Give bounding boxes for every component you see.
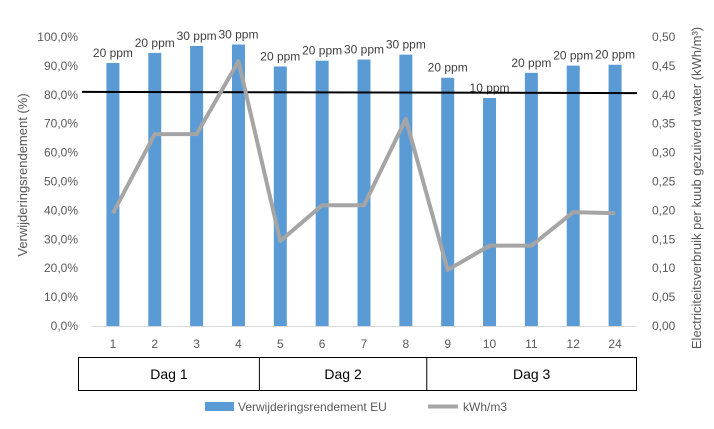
left-axis-ticks: 0,0% 10,0% 20,0% 30,0% 40,0% 50,0% 60,0% 70,0% 8… bbox=[37, 30, 78, 333]
bar-data-label: 30 ppm bbox=[344, 43, 384, 57]
left-axis-title: Verwijderingsrendement (%) bbox=[15, 93, 30, 256]
right-tick-label: 0,05 bbox=[652, 290, 676, 304]
left-tick-label: 70,0% bbox=[44, 117, 78, 131]
left-tick-label: 60,0% bbox=[44, 146, 78, 160]
left-tick-label: 50,0% bbox=[44, 175, 78, 189]
bar bbox=[483, 97, 497, 326]
bar-data-label: 20 ppm bbox=[428, 61, 468, 75]
legend-bar-label: Verwijderingsrendement EU bbox=[238, 400, 387, 414]
x-tick-label: 24 bbox=[608, 337, 622, 351]
bar-data-label: 20 ppm bbox=[511, 56, 551, 70]
right-tick-label: 0,30 bbox=[652, 146, 676, 160]
kwh-series-line bbox=[111, 59, 616, 272]
left-tick-label: 40,0% bbox=[44, 203, 78, 217]
left-tick-label: 0,0% bbox=[51, 319, 79, 333]
legend-line-label: kWh/m3 bbox=[463, 400, 507, 414]
day-group-label: Dag 1 bbox=[150, 366, 188, 382]
right-tick-label: 0,45 bbox=[652, 59, 676, 73]
bar bbox=[273, 66, 287, 326]
legend-bar-swatch bbox=[205, 402, 234, 411]
bar-series bbox=[106, 44, 622, 327]
bar bbox=[357, 59, 371, 327]
day-group-boxes: Dag 1 Dag 2 Dag 3 bbox=[78, 357, 637, 391]
reference-line bbox=[81, 90, 638, 95]
right-axis-ticks: 0,00 0,05 0,10 0,15 0,20 0,25 0,30 0,35 0,40 0,45… bbox=[652, 30, 676, 333]
left-tick-label: 10,0% bbox=[44, 290, 78, 304]
x-tick-label: 3 bbox=[193, 337, 200, 351]
group-box-outline bbox=[78, 357, 637, 391]
bar-data-label: 10 ppm bbox=[470, 81, 510, 95]
x-tick-label: 6 bbox=[319, 337, 326, 351]
x-tick-label: 7 bbox=[361, 337, 368, 351]
bar bbox=[524, 72, 538, 326]
bar bbox=[231, 44, 245, 326]
bar bbox=[566, 65, 580, 327]
left-tick-label: 90,0% bbox=[44, 59, 78, 73]
right-tick-label: 0,10 bbox=[652, 261, 676, 275]
right-tick-label: 0,00 bbox=[652, 319, 676, 333]
left-tick-label: 20,0% bbox=[44, 261, 78, 275]
x-tick-label: 10 bbox=[483, 337, 497, 351]
bar bbox=[190, 45, 204, 327]
x-tick-label: 1 bbox=[110, 337, 117, 351]
left-tick-label: 100,0% bbox=[37, 30, 78, 44]
bar bbox=[608, 64, 622, 326]
bar-data-label: 20 ppm bbox=[93, 46, 133, 60]
bar-data-label: 30 ppm bbox=[177, 29, 217, 43]
right-tick-label: 0,50 bbox=[652, 30, 676, 44]
bar bbox=[441, 77, 455, 327]
x-tick-label: 12 bbox=[567, 337, 581, 351]
bar bbox=[106, 63, 120, 326]
x-tick-label: 5 bbox=[277, 337, 284, 351]
right-tick-label: 0,20 bbox=[652, 203, 676, 217]
right-axis-title: Electriciteitsverbruik per kuub gezuiver… bbox=[689, 27, 704, 349]
right-tick-label: 0,40 bbox=[652, 88, 676, 102]
bar-data-label: 20 ppm bbox=[302, 44, 342, 58]
bar-data-label: 20 ppm bbox=[260, 49, 300, 63]
left-tick-label: 30,0% bbox=[44, 232, 78, 246]
bar-data-label: 20 ppm bbox=[553, 49, 593, 63]
bar bbox=[148, 52, 162, 327]
day-group-label: Dag 2 bbox=[324, 366, 362, 382]
day-group-label: Dag 3 bbox=[513, 366, 551, 382]
bar-data-label: 30 ppm bbox=[386, 38, 426, 52]
x-axis-ticks: 1 2 3 4 5 6 7 8 9 10 11 12 24 bbox=[110, 337, 622, 351]
x-tick-label: 4 bbox=[235, 337, 242, 351]
x-tick-label: 11 bbox=[525, 337, 538, 351]
right-tick-label: 0,15 bbox=[652, 232, 676, 246]
left-tick-label: 80,0% bbox=[44, 88, 78, 102]
bar-data-label: 20 ppm bbox=[595, 48, 635, 62]
legend: Verwijderingsrendement EU kWh/m3 bbox=[205, 400, 507, 414]
x-tick-label: 2 bbox=[151, 337, 158, 351]
right-tick-label: 0,25 bbox=[652, 175, 676, 189]
x-tick-label: 9 bbox=[444, 337, 451, 351]
x-tick-label: 8 bbox=[403, 337, 410, 351]
bar bbox=[315, 60, 329, 327]
right-tick-label: 0,35 bbox=[652, 117, 676, 131]
bar-data-label: 20 ppm bbox=[135, 36, 175, 50]
bar-data-label: 30 ppm bbox=[218, 28, 258, 42]
bar bbox=[399, 54, 413, 327]
